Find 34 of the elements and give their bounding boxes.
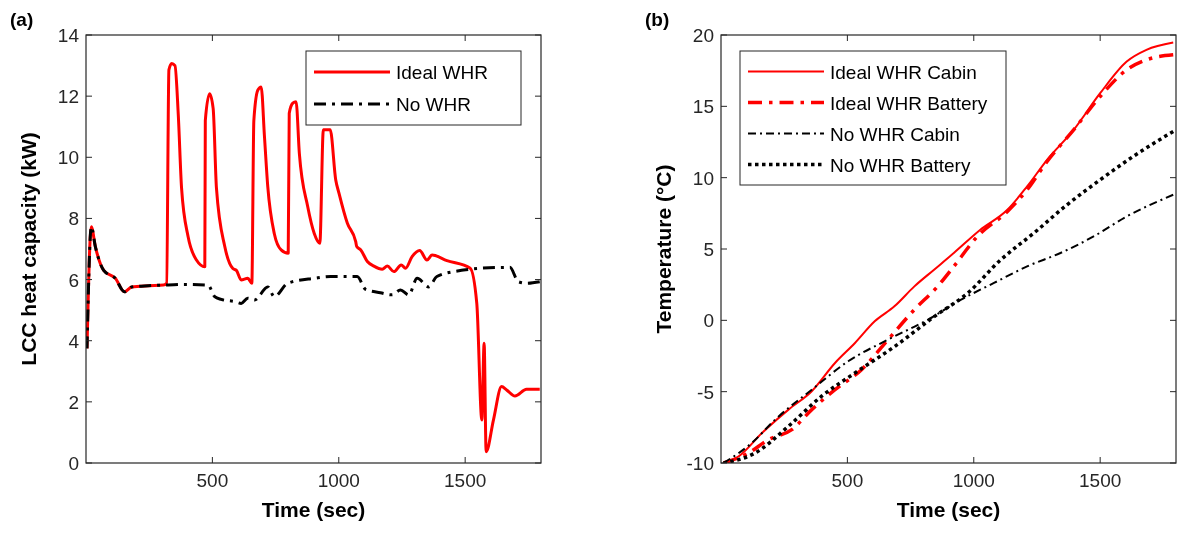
x-tick-label: 1500	[1079, 470, 1122, 491]
line-series	[86, 61, 541, 454]
x-axis-title: Time (sec)	[261, 498, 366, 521]
chart-title: (b)	[645, 9, 670, 30]
y-axis-title: LCC heat capacity (kW)	[17, 132, 40, 366]
y-tick-label: 5	[703, 239, 714, 260]
x-tick-label: 1000	[317, 470, 360, 491]
legend-label: No WHR Cabin	[830, 123, 960, 145]
legend-label: Ideal WHR	[396, 62, 488, 83]
y-axis-title: Temperature (°C)	[652, 164, 675, 334]
y-tick-label: 10	[57, 147, 79, 169]
y-tick-label: 12	[57, 86, 79, 108]
legend-label: Ideal WHR Battery	[830, 92, 988, 114]
legend-label: Ideal WHR Cabin	[830, 61, 977, 83]
y-tick-label: 0	[703, 310, 714, 332]
y-tick-label: 4	[68, 330, 80, 352]
x-axis-title: Time (sec)	[896, 498, 1001, 521]
chart-title: (a)	[10, 9, 34, 30]
y-tick-label: 10	[692, 167, 714, 189]
x-tick-label: 1000	[952, 470, 995, 491]
y-tick-label: 0	[68, 453, 79, 474]
legend-label: No WHR	[396, 94, 471, 115]
y-tick-label: 15	[692, 96, 714, 118]
y-tick-label: -5	[697, 381, 714, 403]
y-tick-label: 14	[57, 25, 80, 46]
legend-label: No WHR Battery	[830, 154, 971, 176]
y-tick-label: 2	[68, 391, 79, 413]
x-tick-label: 500	[196, 470, 229, 491]
y-tick-label: 20	[692, 25, 714, 46]
y-tick-label: -10	[686, 453, 714, 474]
x-tick-label: 500	[831, 470, 864, 491]
x-tick-label: 1500	[444, 470, 487, 491]
y-tick-label: 8	[68, 208, 79, 230]
y-tick-label: 6	[68, 269, 79, 291]
